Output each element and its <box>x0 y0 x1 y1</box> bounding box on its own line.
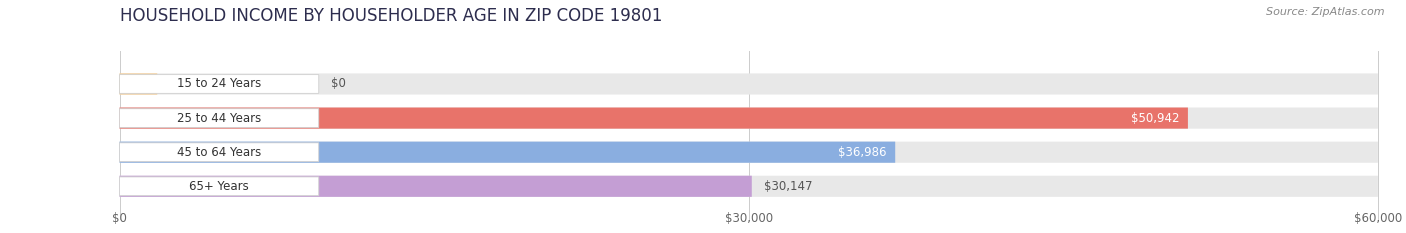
FancyBboxPatch shape <box>120 142 1378 163</box>
FancyBboxPatch shape <box>120 109 319 127</box>
FancyBboxPatch shape <box>120 107 1188 129</box>
FancyBboxPatch shape <box>120 176 1378 197</box>
FancyBboxPatch shape <box>120 176 752 197</box>
Text: Source: ZipAtlas.com: Source: ZipAtlas.com <box>1267 7 1385 17</box>
Text: 15 to 24 Years: 15 to 24 Years <box>177 78 262 90</box>
FancyBboxPatch shape <box>120 142 896 163</box>
Text: $50,942: $50,942 <box>1130 112 1180 125</box>
Text: 65+ Years: 65+ Years <box>190 180 249 193</box>
Text: 25 to 44 Years: 25 to 44 Years <box>177 112 262 125</box>
FancyBboxPatch shape <box>120 107 1378 129</box>
Text: $0: $0 <box>332 78 346 90</box>
FancyBboxPatch shape <box>120 73 1378 95</box>
Text: $30,147: $30,147 <box>765 180 813 193</box>
FancyBboxPatch shape <box>120 177 319 196</box>
Text: 45 to 64 Years: 45 to 64 Years <box>177 146 262 159</box>
FancyBboxPatch shape <box>120 143 319 161</box>
FancyBboxPatch shape <box>120 73 157 95</box>
Text: $36,986: $36,986 <box>838 146 887 159</box>
Text: HOUSEHOLD INCOME BY HOUSEHOLDER AGE IN ZIP CODE 19801: HOUSEHOLD INCOME BY HOUSEHOLDER AGE IN Z… <box>120 7 662 25</box>
FancyBboxPatch shape <box>120 75 319 93</box>
